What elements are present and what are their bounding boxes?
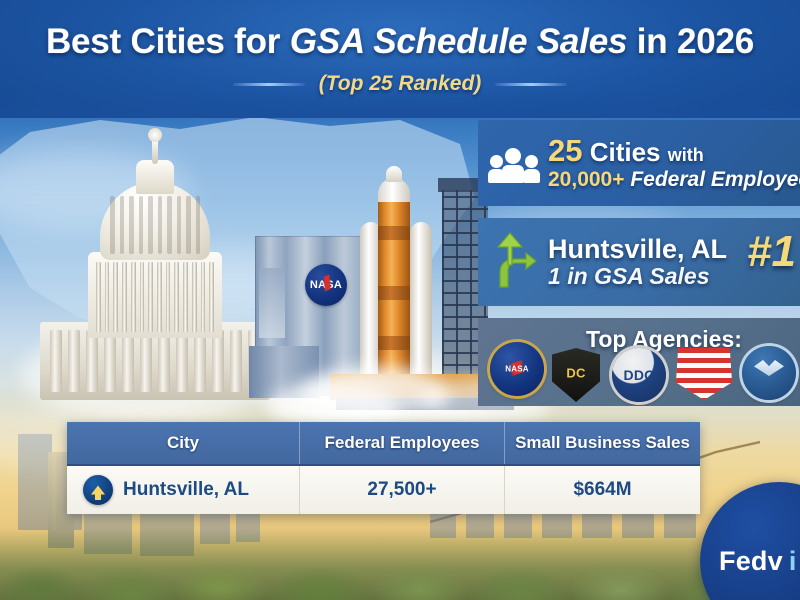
dlc-seal-icon: DDC <box>612 348 666 402</box>
rocket-booster-right <box>410 222 432 384</box>
table-row[interactable]: Huntsville, AL 27,500+ $664M <box>67 466 700 514</box>
nasa-logo-icon: NASA <box>305 264 347 306</box>
dod-seal-label: DC <box>566 365 586 381</box>
subtitle-rule-right <box>495 82 568 86</box>
cities-label: Cities <box>589 136 661 167</box>
employee-threshold: 20,000+ <box>548 168 625 192</box>
green-up-arrow-icon <box>486 231 548 293</box>
tree-line <box>0 528 800 600</box>
cell-city: Huntsville, AL <box>67 466 299 514</box>
cell-city-label: Huntsville, AL <box>123 479 249 500</box>
blue-up-arrow-badge-icon <box>83 475 113 505</box>
army-flag-seal-icon <box>676 348 732 400</box>
rankings-table: City Federal Employees Small Business Sa… <box>67 422 700 514</box>
us-capitol-illustration <box>40 128 270 400</box>
people-group-icon <box>488 143 544 183</box>
column-header-small-business-sales[interactable]: Small Business Sales <box>504 422 700 464</box>
fedvita-text-dot: i <box>788 545 797 576</box>
top-agencies-title: Top Agencies: <box>586 326 742 352</box>
nasa-seal-icon: NASA <box>490 342 544 396</box>
cities-count: 25 <box>548 132 583 168</box>
dod-shield-seal-icon: DC <box>552 348 600 402</box>
subtitle-row: (Top 25 Ranked) <box>0 72 800 96</box>
title-segment-for: for <box>234 22 290 61</box>
fedvita-logo-text: Fedvita <box>719 546 800 577</box>
top-city-metric: in GSA Sales <box>567 262 710 289</box>
title-segment-1: Best Cities <box>45 22 235 61</box>
with-label: with <box>667 144 704 165</box>
column-header-federal-employees[interactable]: Federal Employees <box>299 422 504 464</box>
air-force-seal-icon <box>742 346 796 400</box>
dlc-seal-label: DDC <box>623 367 655 383</box>
page-title: Best Cities for GSA Schedule Sales in 20… <box>0 22 800 62</box>
rank-one-badge: #1 <box>747 227 796 276</box>
fedvita-text-pre: Fedv <box>719 545 783 576</box>
stat-panel-federal-employees: 25 Cities with 20,000+ Federal Employees <box>478 120 800 206</box>
stat-panel-top-city: Huntsville, AL 1 in GSA Sales #1 <box>478 218 800 306</box>
top-city-name: Huntsville, AL <box>548 234 728 265</box>
nasa-seal-label: NASA <box>505 364 529 374</box>
rocket-capsule <box>386 166 402 182</box>
title-segment-2: GSA Schedule Sales <box>289 22 637 61</box>
rocket-booster-left <box>360 222 382 384</box>
rocket-band <box>378 286 410 300</box>
rocket-nose-cone <box>378 178 410 202</box>
cell-federal-employees: 27,500+ <box>299 466 504 514</box>
header-banner <box>0 0 800 118</box>
vab-door <box>259 268 285 338</box>
top-city-rank-inline: 1 <box>548 262 561 289</box>
rocket-band <box>378 226 410 240</box>
page-subtitle: (Top 25 Ranked) <box>318 72 482 95</box>
title-segment-year: 2026 <box>677 22 755 61</box>
table-header-row: City Federal Employees Small Business Sa… <box>67 422 700 466</box>
subtitle-rule-left <box>232 82 305 86</box>
title-segment-in: in <box>636 22 677 61</box>
employee-label: Federal Employees <box>630 168 800 192</box>
cell-small-business-sales: $664M <box>504 466 700 514</box>
stat-panel-top-agencies: Top Agencies: NASA DC DDC <box>478 318 800 406</box>
rocket-band <box>378 336 410 350</box>
column-header-city[interactable]: City <box>166 433 200 452</box>
